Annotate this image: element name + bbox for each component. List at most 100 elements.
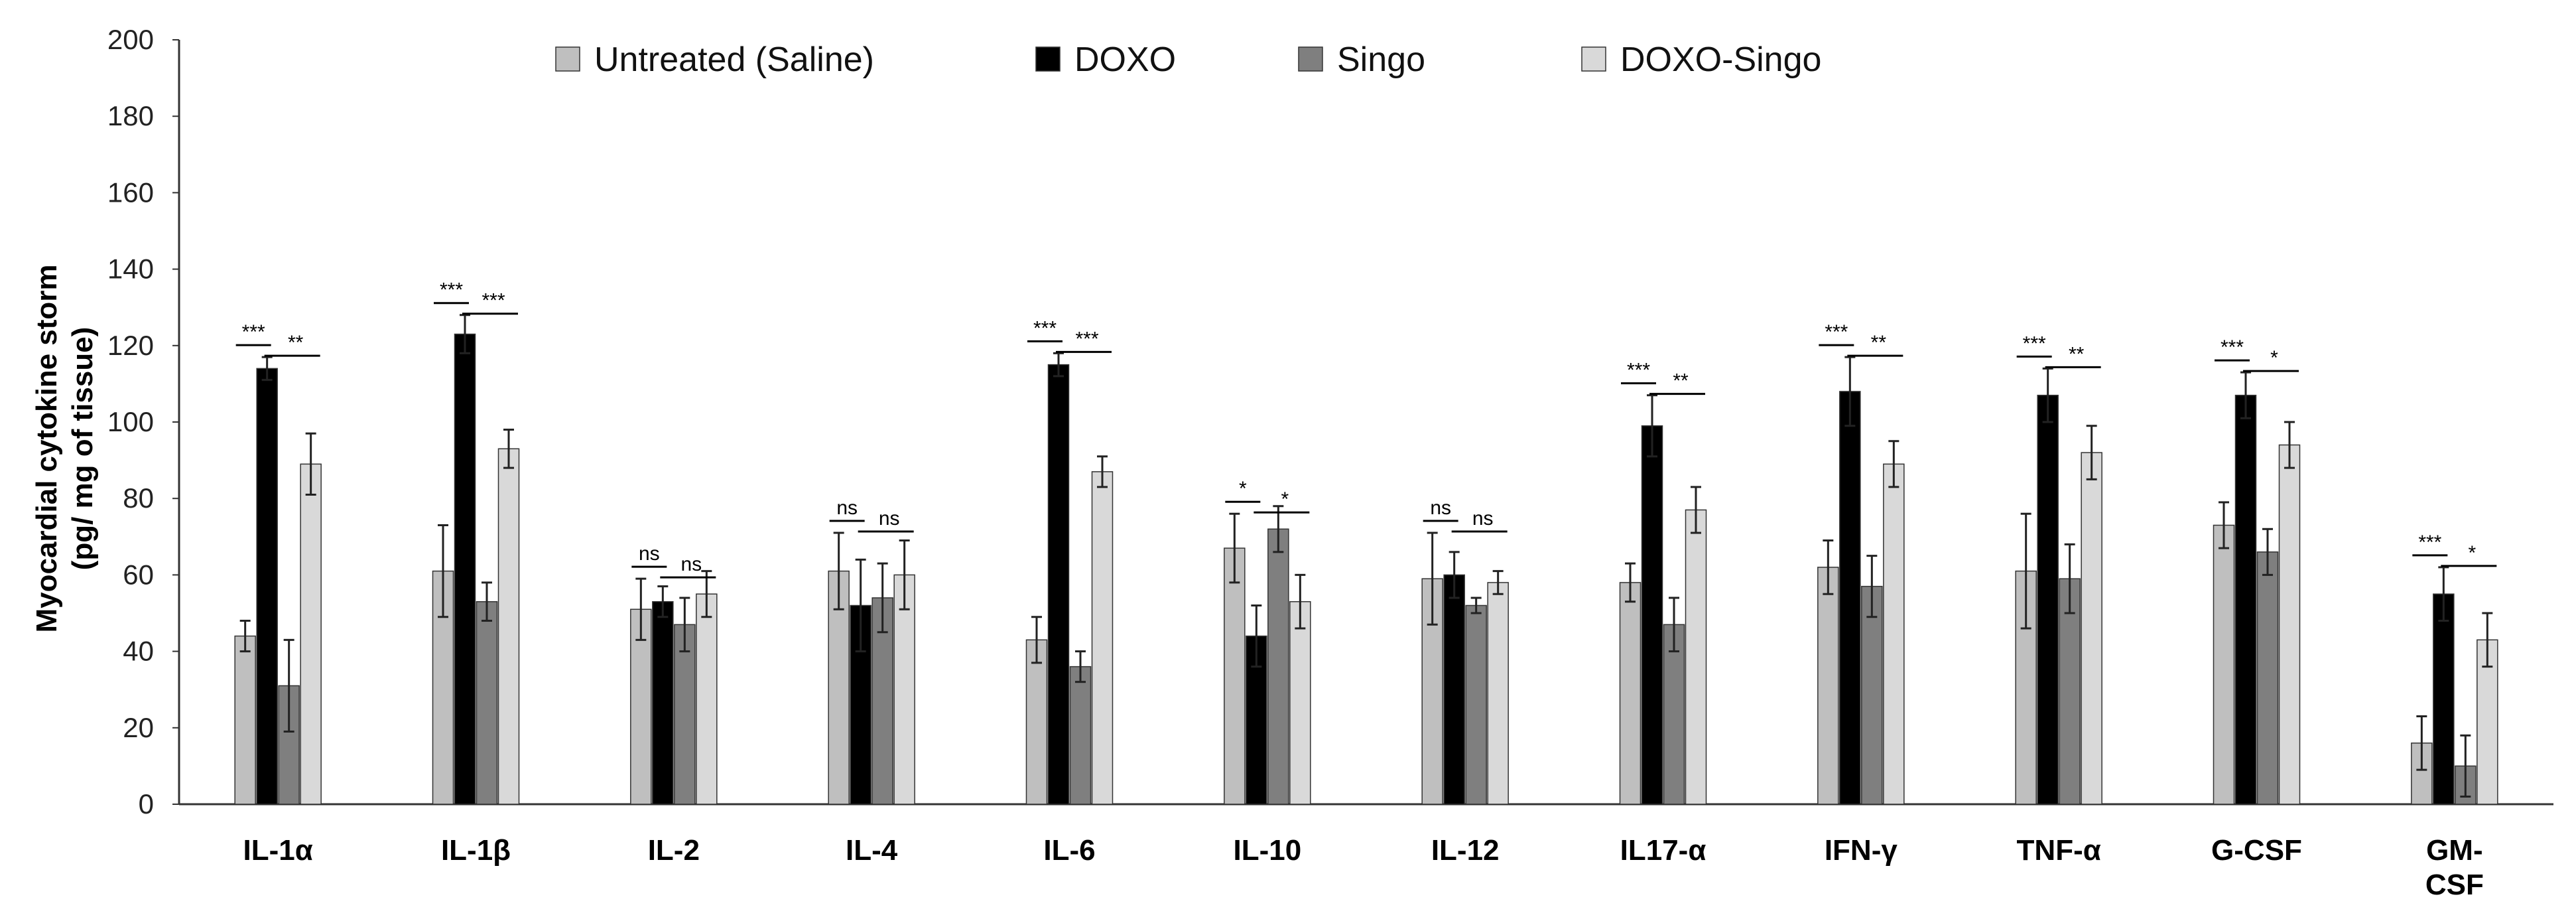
y-tick-label: 180 (107, 100, 154, 131)
bar (2256, 551, 2279, 805)
legend-label: Untreated (Saline) (594, 40, 874, 79)
bar (256, 368, 278, 805)
significance-label: ** (1673, 370, 1689, 392)
bar (1465, 604, 1487, 805)
y-tick-label: 40 (123, 636, 154, 667)
significance-label: *** (2023, 332, 2046, 354)
bar (1091, 471, 1114, 805)
significance-label: *** (1075, 328, 1098, 350)
significance-label: * (2468, 542, 2476, 564)
significance-label: ns (879, 508, 900, 530)
significance-label: * (2270, 347, 2278, 369)
bar (1817, 567, 1839, 805)
category-labels: IL-1α IL-1β IL-2 IL-4 IL-6 IL-10 IL-12 IL17-α IF… (243, 834, 2484, 901)
bar (1069, 666, 1092, 805)
legend-label: Singo (1337, 40, 1425, 79)
significance-label: ns (1472, 508, 1494, 530)
category-label-line: GM- (2426, 834, 2483, 867)
category-label: IL-6 (1043, 834, 1095, 867)
category-label: IL-10 (1233, 834, 1301, 867)
category-label: GM-CSF (2425, 834, 2484, 901)
bar (1224, 547, 1246, 805)
bar (2278, 444, 2301, 805)
bar (850, 604, 871, 805)
category-label-line: IL17-α (1620, 834, 1707, 867)
bar (1839, 391, 1861, 805)
bar (1267, 528, 1289, 805)
bar (1025, 639, 1048, 805)
category-label-line: IL-12 (1431, 834, 1500, 867)
bar (476, 601, 498, 805)
legend: Untreated (Saline) DOXO Singo DOXO-Singo (555, 40, 1821, 79)
category-label: IL-2 (648, 834, 700, 867)
significance-label: ns (680, 553, 702, 575)
significance-label: *** (1033, 317, 1057, 339)
category-label-line: IL-2 (648, 834, 700, 867)
significance-label: ** (288, 332, 304, 354)
y-tick-label: 120 (107, 330, 154, 361)
bar (497, 448, 520, 805)
bar (1289, 601, 1311, 805)
significance-label: *** (482, 290, 505, 312)
bar (1619, 582, 1642, 805)
category-label-line: IL-10 (1233, 834, 1301, 867)
category-label-line: IL-1β (441, 834, 511, 867)
y-axis-title: Myocardial cytokine storm (pg/ mg of tiss… (31, 264, 99, 632)
significance-label: *** (2418, 531, 2441, 553)
bar (2081, 452, 2102, 805)
significance-label: * (1281, 488, 1289, 510)
bar (2234, 394, 2257, 805)
y-tick-label: 140 (107, 253, 154, 285)
bar (234, 635, 256, 805)
significance-label: *** (2221, 336, 2244, 358)
significance-label: *** (1825, 321, 1848, 343)
bar (630, 608, 652, 805)
bar (2037, 394, 2059, 805)
category-label: IL-4 (846, 834, 898, 867)
significance-label: ns (639, 543, 660, 565)
category-label-line: IFN-γ (1825, 834, 1898, 867)
significance-label: ns (1430, 497, 1451, 519)
category-label: IL17-α (1620, 834, 1707, 867)
legend-label: DOXO-Singo (1620, 40, 1821, 79)
category-label: IL-1α (243, 834, 313, 867)
y-tick-label: 200 (107, 24, 154, 55)
significance-label: * (1239, 478, 1247, 500)
bar (1861, 585, 1883, 805)
y-axis-label: Myocardial cytokine storm (pg/ mg of tiss… (31, 264, 99, 632)
category-label-line: CSF (2425, 869, 2484, 901)
category-label: IL-1β (441, 834, 511, 867)
y-axis-label-line: (pg/ mg of tissue) (66, 327, 99, 571)
axes (172, 39, 2553, 806)
y-tick-label: 60 (123, 559, 154, 590)
bar (1883, 463, 1905, 805)
legend-swatch (1035, 46, 1061, 72)
bar (1443, 574, 1465, 805)
y-tick-label: 20 (123, 712, 154, 743)
legend-label: DOXO (1074, 40, 1176, 79)
category-label-line: IL-4 (846, 834, 898, 867)
significance-label: ** (1871, 332, 1887, 354)
legend-swatch (1298, 46, 1323, 72)
bar (1047, 364, 1070, 805)
y-axis-label-line: Myocardial cytokine storm (31, 264, 63, 632)
bars (234, 314, 2498, 805)
legend-swatch (555, 46, 580, 72)
y-tick-label: 160 (107, 177, 154, 208)
bar (2213, 524, 2235, 805)
bar (1487, 582, 1509, 805)
y-tick-label: 0 (139, 788, 154, 819)
category-label: IL-12 (1431, 834, 1500, 867)
bar (300, 463, 322, 805)
bar (696, 593, 718, 805)
bar (828, 570, 850, 805)
bar (1641, 425, 1663, 805)
legend-swatch (1581, 46, 1606, 72)
y-tick-label: 100 (107, 406, 154, 437)
bar (652, 601, 674, 805)
y-tick-labels: 0 20 40 60 80 100 120 140 160 180 200 (107, 24, 154, 819)
bar (674, 624, 696, 805)
significance-label: ns (836, 497, 858, 519)
category-label-line: IL-1α (243, 834, 313, 867)
